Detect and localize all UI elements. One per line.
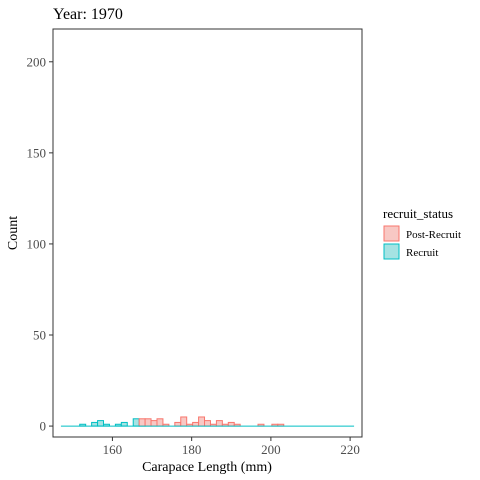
x-tick-label: 200 [261,442,281,457]
y-tick-label: 100 [27,236,47,251]
legend-label-post-recruit: Post-Recruit [406,229,461,241]
bar-post-recruit [192,421,200,427]
legend-key-recruit [383,243,400,260]
x-tick-label: 220 [340,442,360,457]
bar-post-recruit [156,418,164,427]
bar-post-recruit [144,418,152,427]
plot-panel [52,28,363,438]
bar-post-recruit [174,421,182,427]
x-axis-title: Carapace Length (mm) [142,460,272,475]
bar-post-recruit [215,420,223,427]
bar-recruit [120,421,128,427]
bar-marks [60,416,355,427]
bar-post-recruit [227,421,235,427]
x-tick-label: 180 [182,442,202,457]
bar-recruit [97,420,105,427]
bar-post-recruit [198,416,206,427]
y-axis: 0 50 100 150 200 [27,54,53,434]
bar-post-recruit [150,420,158,427]
legend: recruit_status Post-Recruit Recruit [383,206,461,260]
bar-recruit [91,421,99,427]
bar-post-recruit [138,418,146,427]
legend-title: recruit_status [383,206,453,221]
x-tick-label: 160 [103,442,123,457]
y-axis-title: Count [6,216,21,250]
bar-recruit [132,418,140,427]
x-axis: 160 180 200 220 [103,437,360,457]
bar-post-recruit [180,416,188,427]
bar-post-recruit [204,420,211,427]
y-tick-label: 200 [27,54,47,69]
y-tick-label: 0 [40,419,47,434]
legend-key-post-recruit [383,225,400,242]
legend-label-recruit: Recruit [406,247,438,259]
y-tick-label: 50 [33,328,46,343]
chart-title: Year: 1970 [53,6,123,23]
y-tick-label: 150 [27,145,47,160]
